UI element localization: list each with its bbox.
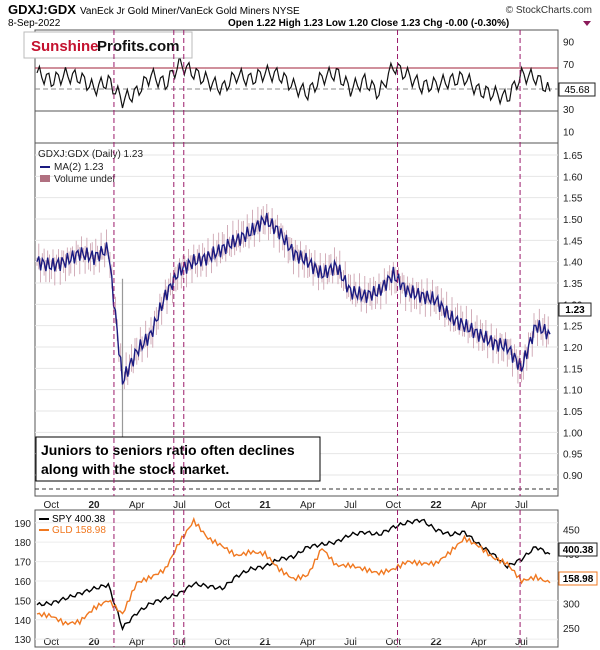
x-tick-label: 20 (88, 500, 100, 511)
volume-legend-swatch (40, 175, 50, 182)
main-legend-ma: MA(2) 1.23 (54, 162, 104, 173)
main-tick-label: 1.10 (563, 386, 583, 397)
right-tick-label: 250 (563, 624, 580, 635)
rsi-value-label: 45.68 (564, 85, 589, 96)
x-tick-label: Oct (43, 500, 59, 511)
x-tick-label: Apr (129, 500, 145, 511)
x-tick-label: Jul (173, 500, 186, 511)
rsi-tick-label: 10 (563, 128, 575, 139)
bottom-panel-frame (34, 509, 559, 648)
x-tick-label: Jul (173, 637, 186, 648)
x-tick-label: 20 (88, 637, 100, 648)
logo-box (23, 31, 193, 59)
x-tick-label: Apr (300, 637, 316, 648)
gld-value-badge (558, 571, 598, 586)
gld-legend-text: GLD 158.98 (52, 525, 106, 536)
left-tick-label: 140 (14, 616, 31, 627)
rsi-tick-label: 30 (563, 105, 575, 116)
vertical-guides (113, 30, 521, 647)
right-tick-label: 450 (563, 526, 580, 537)
main-tick-label: 1.35 (563, 279, 583, 290)
left-tick-label: 190 (14, 519, 31, 530)
x-tick-label: Apr (129, 637, 145, 648)
chart-symbol: GDXJ:GDX (8, 2, 76, 17)
x-tick-label: 22 (430, 500, 442, 511)
main-tick-label: 1.65 (563, 151, 583, 162)
x-tick-label: Jul (344, 637, 357, 648)
price-series-line (36, 212, 551, 385)
x-tick-label: Oct (385, 637, 401, 648)
x-tick-label: Oct (43, 637, 59, 648)
main-tick-label: 1.15 (563, 364, 583, 375)
chart-date: 8-Sep-2022 (8, 18, 61, 29)
bottom-grid (35, 522, 558, 640)
x-axis-main: Oct 20 Apr Jul Oct 21 Apr Jul Oct 22 Apr Jul (43, 500, 527, 511)
x-tick-label: 21 (259, 637, 271, 648)
x-tick-label: Jul (515, 500, 528, 511)
ohlc-summary: Open 1.22 High 1.23 Low 1.20 Close 1.23 … (228, 18, 509, 29)
spy-series-line (36, 518, 551, 632)
main-tick-label: 1.40 (563, 258, 583, 269)
bottom-left-axis: 190 180 170 160 150 140 130 (14, 519, 31, 646)
left-tick-label: 170 (14, 558, 31, 569)
x-axis-bottom: Oct 20 Apr Jul Oct 21 Apr Jul Oct 22 Apr Jul (43, 637, 527, 648)
main-tick-label: 1.45 (563, 236, 583, 247)
logo-part-sunshine: Sunshine (31, 38, 99, 55)
main-legend-volume: Volume undef (54, 174, 115, 185)
x-tick-label: Jul (515, 637, 528, 648)
x-tick-label: 22 (430, 637, 442, 648)
chg-down-icon (583, 21, 591, 26)
x-tick-label: 21 (259, 500, 271, 511)
spy-legend-text: SPY 400.38 (52, 514, 106, 525)
right-tick-label: 300 (563, 599, 580, 610)
x-tick-label: Apr (471, 500, 487, 511)
rsi-tick-label: 90 (563, 37, 575, 48)
price-value-badge (558, 302, 592, 317)
left-tick-label: 180 (14, 538, 31, 549)
annotation-line-2: along with the stock market. (41, 461, 229, 477)
rsi-value-badge (558, 82, 596, 97)
x-tick-label: Oct (214, 637, 230, 648)
x-tick-label: Oct (385, 500, 401, 511)
left-tick-label: 160 (14, 577, 31, 588)
x-tick-label: Apr (300, 500, 316, 511)
main-tick-label: 1.20 (563, 343, 583, 354)
x-tick-label: Jul (344, 500, 357, 511)
main-legend-series: GDXJ:GDX (Daily) 1.23 (38, 149, 143, 160)
price-value-label: 1.23 (565, 305, 585, 316)
main-tick-label: 1.25 (563, 322, 583, 333)
main-panel-frame (34, 142, 559, 497)
left-tick-label: 150 (14, 596, 31, 607)
main-tick-label: 1.55 (563, 194, 583, 205)
gld-series-line (36, 516, 551, 627)
main-tick-label: 1.60 (563, 172, 583, 183)
main-tick-label: 1.50 (563, 215, 583, 226)
annotation-box (35, 436, 321, 482)
main-tick-label: 0.95 (563, 450, 583, 461)
spy-value-label: 400.38 (563, 545, 594, 556)
chart-description: VanEck Jr Gold Miner/VanEck Gold Miners … (80, 6, 300, 17)
main-tick-label: 0.90 (563, 471, 583, 482)
rsi-series-line (36, 55, 551, 109)
x-tick-label: Oct (214, 500, 230, 511)
main-tick-label: 1.00 (563, 428, 583, 439)
logo-part-profits: Profits.com (97, 38, 180, 55)
annotation-line-1: Juniors to seniors ratio often declines (41, 442, 295, 458)
x-tick-label: Apr (471, 637, 487, 648)
main-tick-label: 1.05 (563, 407, 583, 418)
spy-value-badge (558, 542, 598, 557)
gld-value-label: 158.98 (563, 574, 594, 585)
rsi-tick-label: 70 (563, 60, 575, 71)
left-tick-label: 130 (14, 635, 31, 646)
copyright-text: © StockCharts.com (506, 5, 592, 16)
